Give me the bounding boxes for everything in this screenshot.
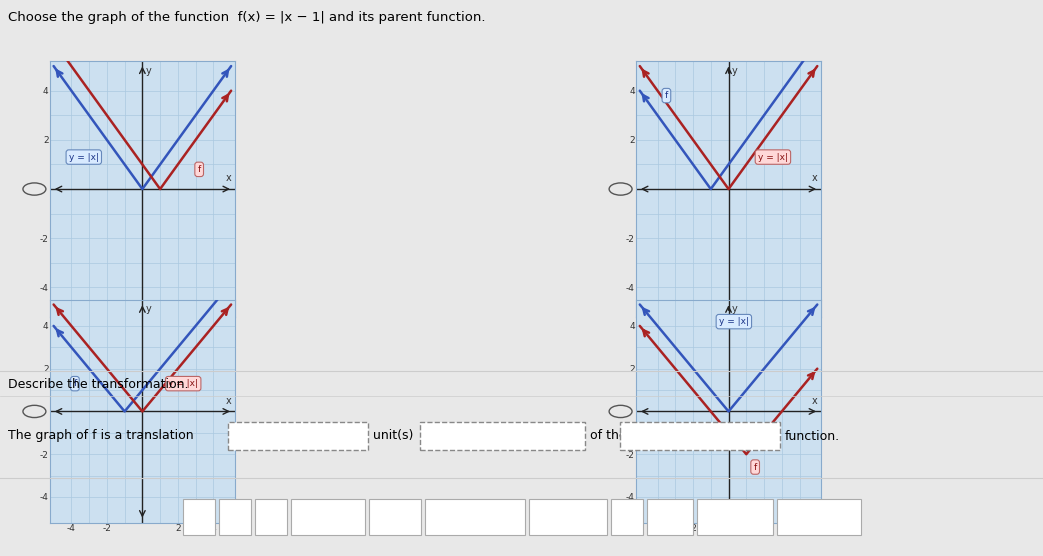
Text: y = |x|: y = |x| (69, 152, 99, 162)
Text: y: y (146, 66, 151, 76)
Text: x: x (225, 396, 232, 406)
FancyBboxPatch shape (529, 499, 606, 535)
Bar (420, 422, 585, 450)
Text: x: x (225, 173, 232, 183)
Text: y: y (732, 304, 737, 314)
FancyBboxPatch shape (368, 499, 420, 535)
FancyBboxPatch shape (425, 499, 525, 535)
Text: Choose the graph of the function  f(x) = |x − 1| and its parent function.: Choose the graph of the function f(x) = … (8, 11, 485, 24)
Text: :: to the right: :: to the right (782, 512, 854, 522)
FancyBboxPatch shape (218, 499, 250, 535)
Text: :: constant: :: constant (298, 512, 357, 522)
FancyBboxPatch shape (697, 499, 773, 535)
Text: :: linear: :: linear (373, 512, 415, 522)
Text: Describe the transformation.: Describe the transformation. (8, 378, 189, 391)
Text: f: f (753, 463, 757, 471)
Text: y = |x|: y = |x| (719, 317, 749, 326)
Text: :: down: :: down (650, 512, 689, 522)
Text: The graph of f is a translation: The graph of f is a translation (8, 429, 194, 443)
Bar (228, 422, 368, 450)
Text: x: x (811, 173, 818, 183)
Text: y: y (146, 304, 151, 314)
Text: :: 1: :: 1 (190, 512, 207, 522)
Text: :: absolute value: :: absolute value (429, 512, 520, 522)
FancyBboxPatch shape (776, 499, 860, 535)
FancyBboxPatch shape (254, 499, 287, 535)
Text: y: y (732, 66, 737, 76)
FancyBboxPatch shape (647, 499, 693, 535)
Text: f: f (73, 379, 76, 388)
Text: y = |x|: y = |x| (758, 152, 787, 162)
Text: x: x (811, 396, 818, 406)
Text: :: up: :: up (614, 512, 638, 522)
FancyBboxPatch shape (291, 499, 364, 535)
Text: :: 2: :: 2 (226, 512, 243, 522)
Bar (620, 422, 780, 450)
Text: y = |x|: y = |x| (168, 379, 198, 388)
Text: :: 3: :: 3 (262, 512, 278, 522)
Text: of the parent: of the parent (590, 429, 672, 443)
Text: f: f (664, 91, 668, 100)
Text: :: quadratic: :: quadratic (536, 512, 599, 522)
Text: :: to the left: :: to the left (702, 512, 767, 522)
Text: f: f (197, 165, 201, 174)
Text: unit(s): unit(s) (373, 429, 413, 443)
FancyBboxPatch shape (183, 499, 215, 535)
FancyBboxPatch shape (610, 499, 642, 535)
Text: function.: function. (785, 429, 840, 443)
